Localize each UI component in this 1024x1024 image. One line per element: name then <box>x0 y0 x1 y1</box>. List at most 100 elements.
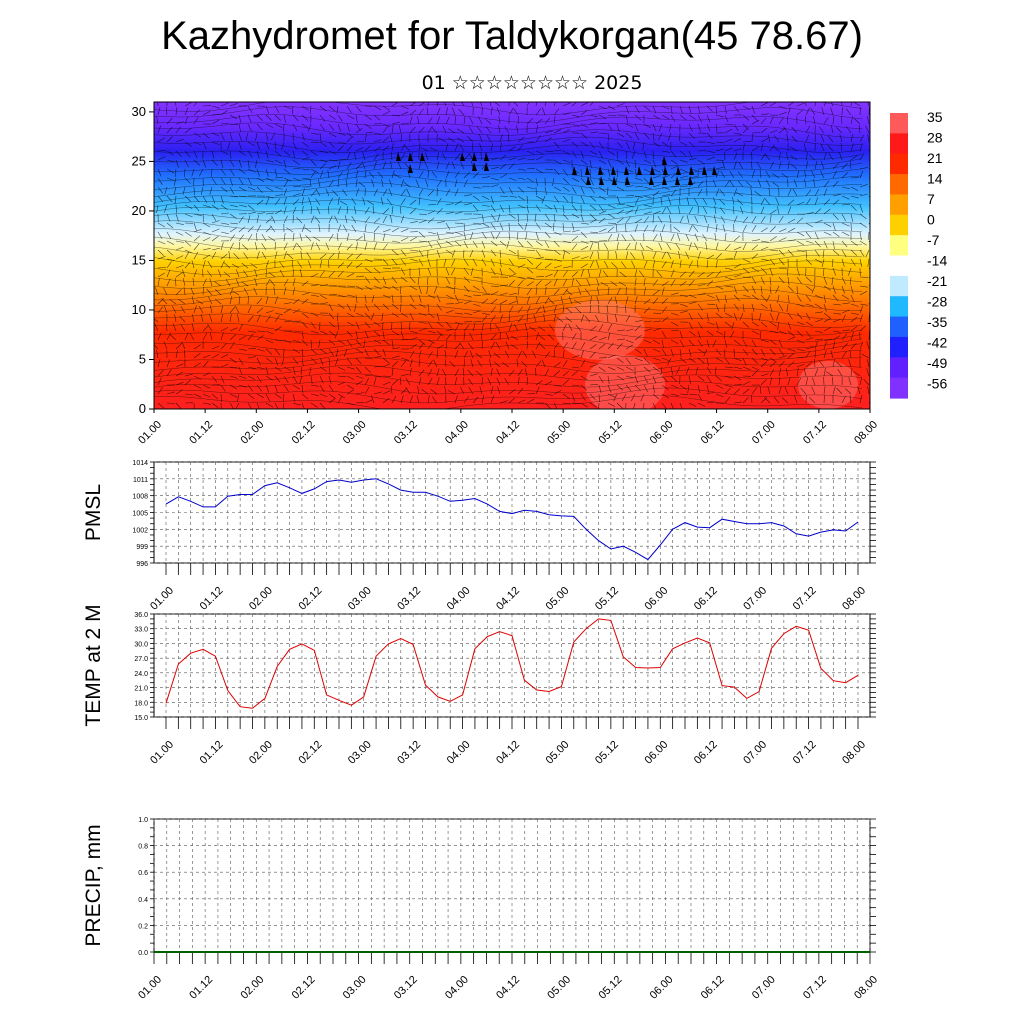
x-tick-label: 05.12 <box>593 585 621 613</box>
colorbar-swatch <box>890 251 908 257</box>
tick-marks <box>150 613 876 729</box>
colorbar-swatch <box>890 133 908 139</box>
wind-flag <box>712 166 717 175</box>
y-tick-label: 999 <box>136 544 148 551</box>
wind-flag <box>663 166 668 175</box>
colorbar-swatch <box>890 198 908 204</box>
colorbar-swatch <box>890 393 908 399</box>
y-tick-label: 0.0 <box>138 950 148 957</box>
x-tick-label: 02.12 <box>290 419 318 447</box>
tick-marks <box>150 818 876 964</box>
x-tick-label: 03.00 <box>341 419 369 447</box>
colorbar-swatch <box>890 117 908 122</box>
chart-title: Kazhydromet for Taldykorgan(45 78.67) <box>161 14 863 58</box>
colorbar-swatch <box>890 336 908 342</box>
x-tick-label: 04.12 <box>494 585 522 613</box>
colorbar-swatch <box>890 170 908 175</box>
x-tick-label: 03.00 <box>346 739 374 767</box>
wind-flag <box>408 152 413 161</box>
colorbar-swatch <box>890 296 908 301</box>
x-tick-label: 05.12 <box>593 739 621 767</box>
temperature-field <box>154 102 870 409</box>
warm-core <box>555 300 645 360</box>
chart-subtitle: 01 ☆☆☆☆☆☆☆☆ 2025 <box>421 72 643 94</box>
y-tick-label: 1005 <box>132 511 148 518</box>
wind-flag <box>460 152 465 161</box>
colorbar-swatch <box>890 125 908 130</box>
colorbar-swatch <box>890 275 908 281</box>
y-tick-label: 33.0 <box>134 627 148 634</box>
y-tick-label: 36.0 <box>134 612 148 619</box>
colorbar-swatch <box>890 373 908 379</box>
wind-flag <box>662 176 667 185</box>
colorbar-swatch <box>890 357 908 362</box>
colorbar-swatch <box>890 137 908 143</box>
wind-flag <box>612 176 617 185</box>
colorbar-swatch <box>890 206 908 212</box>
colorbar-swatch <box>890 284 908 289</box>
wind-flag <box>599 176 604 185</box>
colorbar-swatch <box>890 239 908 244</box>
colorbar-swatch <box>890 247 908 253</box>
colorbar-swatch <box>890 308 908 314</box>
y-tick-label: 5 <box>139 351 146 366</box>
colorbar-swatch <box>890 157 908 163</box>
colorbar-swatch <box>890 174 908 179</box>
colorbar-swatch <box>890 214 908 220</box>
colorbar-swatch <box>890 231 908 236</box>
wind-flags <box>396 152 717 185</box>
warm-core <box>798 361 858 409</box>
colorbar-swatch <box>890 365 908 371</box>
colorbar-swatch <box>890 141 908 147</box>
wind-flag <box>484 152 489 161</box>
x-tick-label: 04.00 <box>445 585 473 613</box>
wind-flag <box>472 162 477 171</box>
colorbar: 35 28 21 14 7 0 -7 -14 -21 -28 -35 -42 -49 -56 <box>890 109 947 399</box>
x-tick-label: 05.12 <box>596 974 624 1002</box>
x-tick-label: 03.00 <box>341 974 369 1002</box>
y-tick-label: 1002 <box>132 527 148 534</box>
heatmap-panel: 0 5 10 15 20 25 30 01.00 01.12 02.00 02.12 03.00 03.… <box>132 101 880 447</box>
x-tick-label: 07.00 <box>750 974 778 1002</box>
x-tick-label: 04.12 <box>494 419 522 447</box>
wind-flag <box>585 166 590 175</box>
x-tick-label: 02.12 <box>290 974 318 1002</box>
colorbar-swatch <box>890 385 908 391</box>
colorbar-swatch <box>890 292 908 297</box>
x-tick-label: 07.12 <box>801 974 829 1002</box>
x-tick-label: 08.00 <box>852 974 880 1002</box>
colorbar-label: 21 <box>927 150 943 166</box>
colorbar-label: -49 <box>927 355 947 371</box>
y-tick-label: 0.2 <box>138 923 148 930</box>
pmsl-panel: 1014 1011 1008 1005 1002 999 996 01.00 01.12 02.0… <box>82 460 876 613</box>
x-tick-label: 01.00 <box>148 585 176 613</box>
wind-flag <box>676 166 681 175</box>
x-tick-label: 02.00 <box>247 585 275 613</box>
x-tick-label: 03.12 <box>392 419 420 447</box>
colorbar-swatch <box>890 271 908 277</box>
wind-flag <box>675 176 680 185</box>
colorbar-swatch <box>890 227 908 232</box>
grid <box>154 461 870 564</box>
precip-panel: 1.0 0.8 0.6 0.4 0.2 0.0 01.00 01.12 02.00 02.12 03… <box>82 817 880 1002</box>
colorbar-label: 28 <box>927 130 943 146</box>
wind-flag <box>650 166 655 175</box>
x-tick-label: 01.00 <box>148 739 176 767</box>
x-tick-label: 07.12 <box>791 585 819 613</box>
tick-marks <box>150 461 876 575</box>
x-tick-label: 04.00 <box>443 419 471 447</box>
x-tick-label: 03.12 <box>395 739 423 767</box>
colorbar-label: -21 <box>927 273 947 289</box>
x-tick-label: 02.00 <box>247 739 275 767</box>
y-axis-title: TEMP at 2 M <box>82 604 105 726</box>
colorbar-label: -56 <box>927 376 947 392</box>
temp-panel: 36.0 33.0 30.0 27.0 24.0 21.0 18.0 15.0 01.00 01.… <box>82 604 876 767</box>
y-tick-label: 24.0 <box>134 671 148 678</box>
y-tick-label: 996 <box>136 561 148 568</box>
colorbar-swatch <box>890 332 908 338</box>
colorbar-swatch <box>890 345 908 350</box>
x-tick-label: 05.12 <box>596 419 624 447</box>
x-tick-label: 08.00 <box>840 585 868 613</box>
wind-flag <box>572 166 577 175</box>
wind-flag <box>396 152 401 161</box>
